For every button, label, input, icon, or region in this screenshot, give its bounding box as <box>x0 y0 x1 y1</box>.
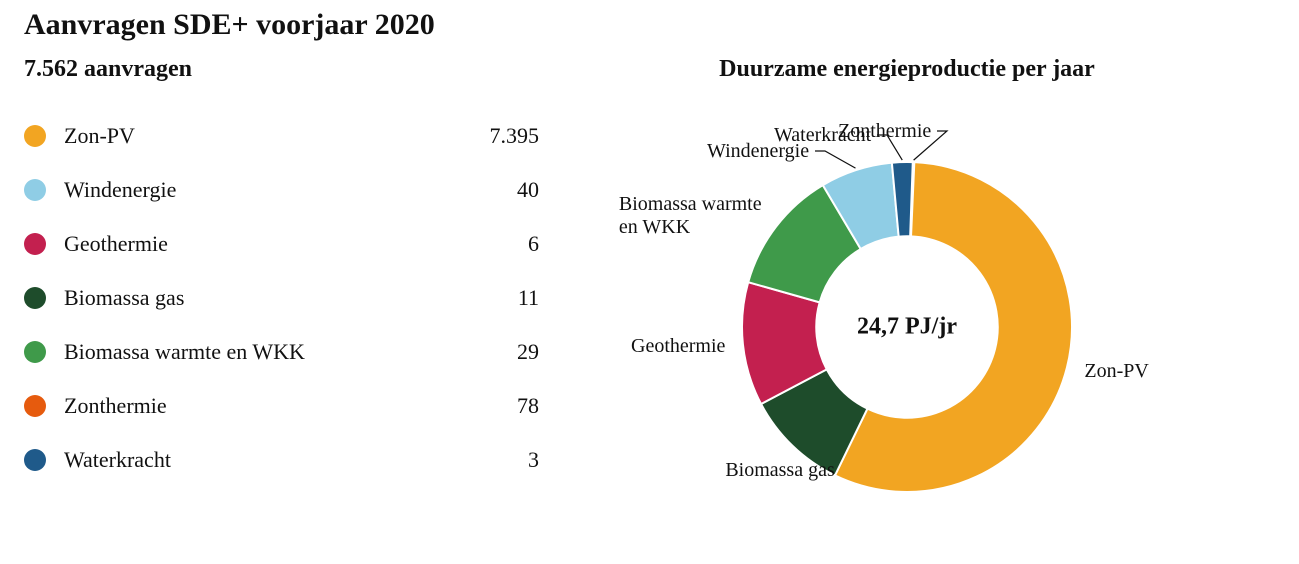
chart-panel: Duurzame energieproductie per jaar 24,7 … <box>539 56 1275 547</box>
legend-row: Waterkracht3 <box>24 433 539 487</box>
legend-label: Zonthermie <box>64 393 449 419</box>
donut-leader-wind <box>815 151 855 168</box>
legend-row: Windenergie40 <box>24 163 539 217</box>
legend-panel: 7.562 aanvragen Zon-PV7.395Windenergie40… <box>24 56 539 547</box>
donut-center-label: 24,7 PJ/jr <box>857 314 957 341</box>
legend-value: 11 <box>449 285 539 311</box>
legend-value: 6 <box>449 231 539 257</box>
donut-callout: Geothermie <box>631 335 725 358</box>
donut-callout: Waterkracht <box>774 124 871 147</box>
legend-label: Zon-PV <box>64 123 449 149</box>
legend-label: Biomassa warmte en WKK <box>64 339 449 365</box>
legend-row: Biomassa gas11 <box>24 271 539 325</box>
page-title: Aanvragen SDE+ voorjaar 2020 <box>24 8 1275 42</box>
legend-value: 3 <box>449 447 539 473</box>
legend-value: 29 <box>449 339 539 365</box>
donut-callout: Biomassa gas <box>725 459 834 482</box>
legend-row: Geothermie6 <box>24 217 539 271</box>
legend-list: Zon-PV7.395Windenergie40Geothermie6Bioma… <box>24 109 539 487</box>
legend-swatch <box>24 179 46 201</box>
legend-swatch <box>24 449 46 471</box>
legend-swatch <box>24 341 46 363</box>
legend-swatch <box>24 287 46 309</box>
legend-label: Biomassa gas <box>64 285 449 311</box>
legend-row: Biomassa warmte en WKK29 <box>24 325 539 379</box>
legend-value: 78 <box>449 393 539 419</box>
legend-label: Windenergie <box>64 177 449 203</box>
legend-swatch <box>24 125 46 147</box>
legend-value: 40 <box>449 177 539 203</box>
legend-swatch <box>24 233 46 255</box>
legend-label: Geothermie <box>64 231 449 257</box>
legend-label: Waterkracht <box>64 447 449 473</box>
donut-chart: 24,7 PJ/jr ZonthermieZon-PVBiomassa gasG… <box>539 87 1275 547</box>
legend-heading: 7.562 aanvragen <box>24 56 539 83</box>
legend-value: 7.395 <box>449 123 539 149</box>
legend-swatch <box>24 395 46 417</box>
donut-callout: Zon-PV <box>1084 360 1148 383</box>
legend-row: Zonthermie78 <box>24 379 539 433</box>
chart-title: Duurzame energieproductie per jaar <box>539 56 1275 83</box>
donut-callout: Biomassa warmteen WKK <box>619 193 762 239</box>
legend-row: Zon-PV7.395 <box>24 109 539 163</box>
